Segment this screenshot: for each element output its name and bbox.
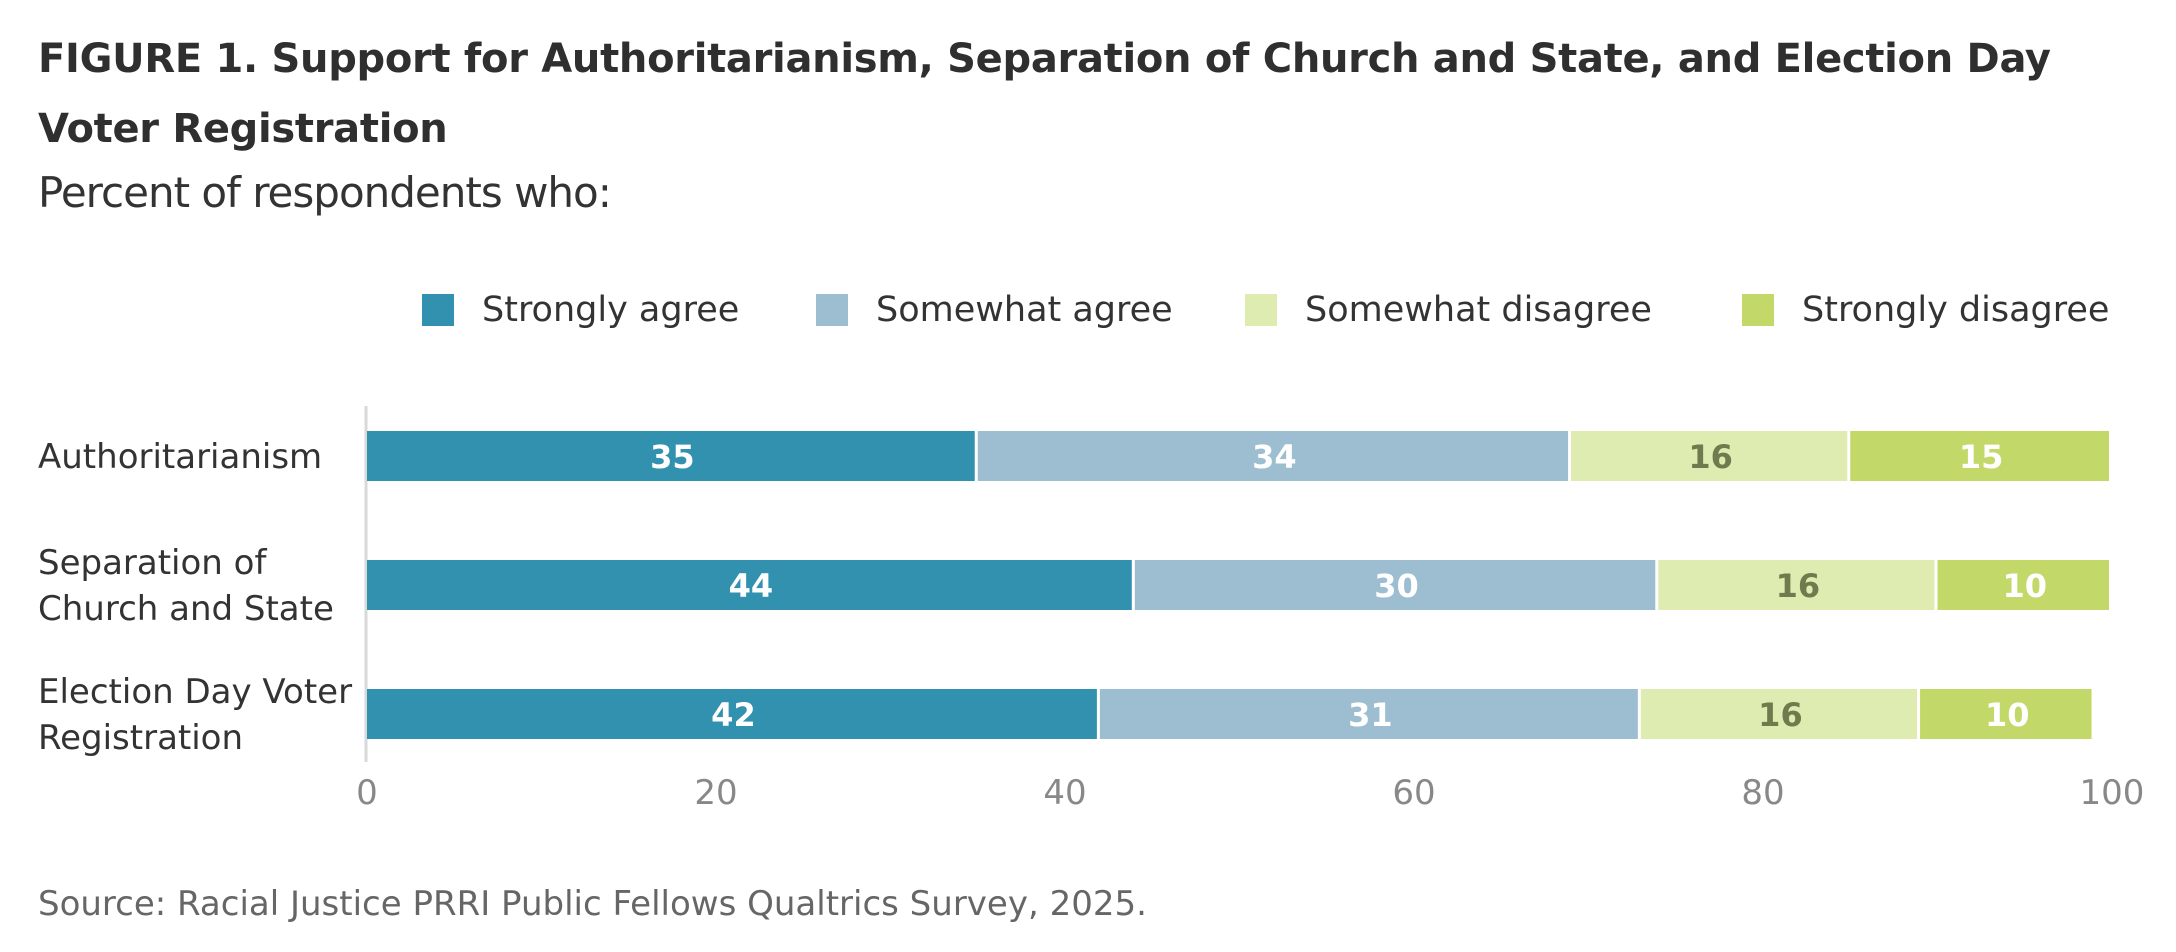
x-tick-label: 40 (1043, 773, 1086, 813)
legend-swatch-strongly-agree (422, 294, 454, 326)
category-label: Separation of Church and State (38, 543, 334, 629)
category-label-line: Church and State (38, 589, 334, 629)
x-tick-label: 100 (2080, 773, 2145, 813)
bar-segment (1571, 431, 1848, 481)
x-tick-label: 20 (694, 773, 737, 813)
category-label-line: Authoritarianism (38, 437, 322, 477)
bar-segment (977, 431, 1569, 481)
data-label: 30 (1374, 567, 1419, 605)
chart-title: FIGURE 1. Support for Authoritarianism, … (38, 36, 2051, 152)
legend-swatch-somewhat-disagree (1245, 294, 1277, 326)
bar-segment (1920, 689, 2092, 739)
legend-item-strongly-agree: Strongly agree (422, 290, 739, 330)
data-label: 16 (1776, 567, 1821, 605)
data-label: 31 (1348, 696, 1393, 734)
chart-subtitle: Percent of respondents who: (38, 168, 612, 217)
bar-segment (1134, 560, 1656, 610)
stacked-bar-chart: Authoritarianism 35 34 16 15 Separation of Chu… (38, 406, 2145, 813)
data-label: 42 (711, 696, 756, 734)
legend-label-somewhat-agree: Somewhat agree (876, 290, 1173, 330)
legend-item-somewhat-disagree: Somewhat disagree (1245, 290, 1652, 330)
data-label: 16 (1758, 696, 1803, 734)
legend-swatch-strongly-disagree (1742, 294, 1774, 326)
bar-segment (1658, 560, 1935, 610)
bar-segment (1937, 560, 2109, 610)
bar-segment (367, 560, 1132, 610)
legend-label-strongly-disagree: Strongly disagree (1802, 290, 2110, 330)
legend-item-strongly-disagree: Strongly disagree (1742, 290, 2109, 330)
category-label-line: Registration (38, 718, 243, 758)
x-tick-label: 0 (356, 773, 378, 813)
bar-segment (1099, 689, 1638, 739)
x-tick-label: 80 (1741, 773, 1784, 813)
bar-segment (367, 431, 975, 481)
legend-label-somewhat-disagree: Somewhat disagree (1305, 290, 1652, 330)
legend-swatch-somewhat-agree (816, 294, 848, 326)
legend-item-somewhat-agree: Somewhat agree (816, 290, 1173, 330)
category-label: Authoritarianism (38, 437, 322, 477)
category-label: Election Day Voter Registration (38, 672, 352, 758)
source-note: Source: Racial Justice PRRI Public Fello… (38, 884, 1147, 924)
category-label-line: Election Day Voter (38, 672, 352, 712)
category-label-line: Separation of (38, 543, 267, 583)
bar-segment (367, 689, 1097, 739)
data-label: 44 (729, 567, 774, 605)
bar-segment (1850, 431, 2109, 481)
bar-segment (1640, 689, 1918, 739)
x-tick-label: 60 (1392, 773, 1435, 813)
data-label: 10 (1985, 696, 2030, 734)
data-label: 34 (1252, 438, 1297, 476)
data-label: 10 (2002, 567, 2047, 605)
data-label: 16 (1688, 438, 1733, 476)
legend-label-strongly-agree: Strongly agree (482, 290, 740, 330)
data-label: 35 (650, 438, 695, 476)
data-label: 15 (1959, 438, 2004, 476)
legend: Strongly agree Somewhat agree Somewhat d… (0, 290, 2176, 330)
